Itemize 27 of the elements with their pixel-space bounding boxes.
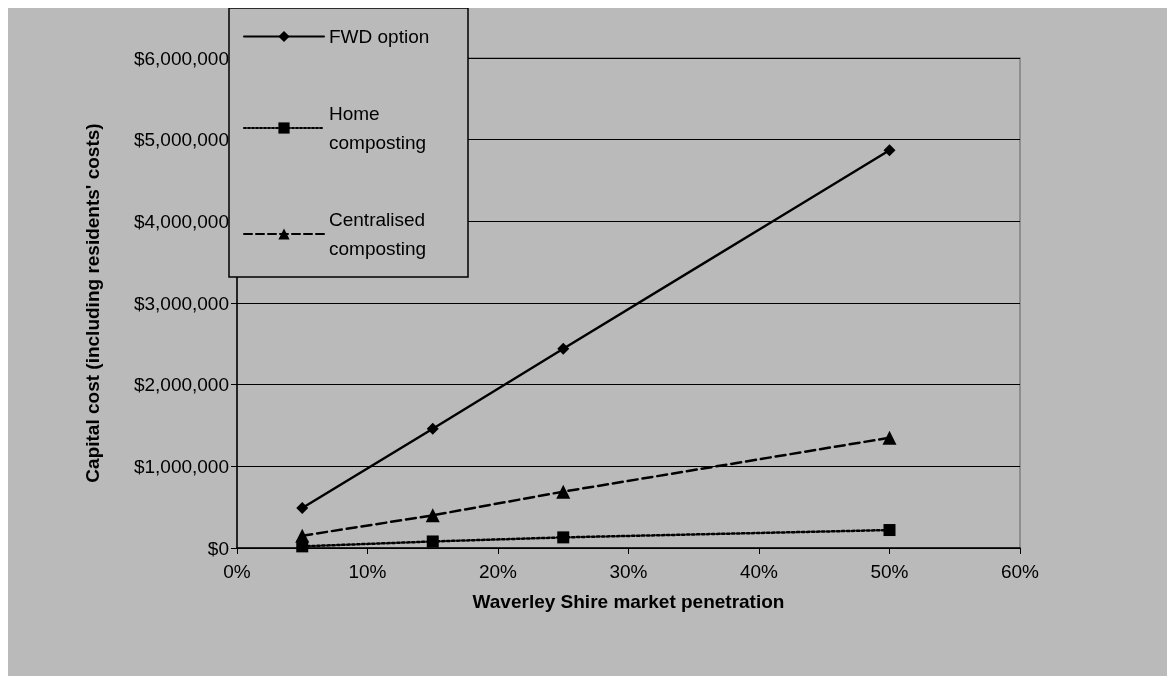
- point: [426, 535, 439, 548]
- x-tick-label: 30%: [609, 561, 648, 582]
- point: [425, 508, 440, 523]
- x-tick-label: 40%: [739, 561, 779, 582]
- legend-label: Centralised composting: [329, 209, 431, 259]
- point: [883, 524, 896, 537]
- y-tick-label: $0: [207, 537, 229, 559]
- x-tick-label: 50%: [870, 561, 909, 582]
- point: [882, 430, 897, 445]
- point: [295, 528, 310, 543]
- x-tick-label: 10%: [348, 561, 387, 582]
- point: [883, 144, 896, 157]
- y-tick-label: $1,000,000: [133, 455, 229, 477]
- point: [557, 342, 570, 355]
- x-axis-title: Waverley Shire market penetration: [472, 591, 785, 612]
- legend-label: FWD option: [329, 26, 430, 47]
- point: [556, 484, 571, 499]
- y-axis-title: Capital cost (including residents' costs): [82, 123, 103, 483]
- x-tick-label: 60%: [1000, 561, 1040, 582]
- point: [296, 501, 309, 514]
- y-tick-label: $3,000,000: [133, 292, 229, 314]
- point: [557, 531, 570, 544]
- x-tick-label: 20%: [478, 561, 518, 582]
- y-tick-label: $2,000,000: [133, 374, 229, 396]
- point: [426, 422, 439, 435]
- legend-label: Home composting: [329, 103, 427, 153]
- x-tick-label: 0%: [223, 561, 251, 582]
